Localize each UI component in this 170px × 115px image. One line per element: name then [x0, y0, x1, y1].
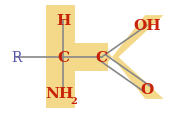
Text: C: C — [96, 51, 108, 64]
Text: R: R — [11, 51, 22, 64]
Text: OH: OH — [133, 19, 161, 33]
FancyBboxPatch shape — [46, 43, 108, 72]
Text: O: O — [140, 82, 154, 96]
Polygon shape — [101, 16, 164, 72]
Polygon shape — [101, 43, 164, 99]
Text: NH: NH — [45, 86, 73, 100]
Text: 2: 2 — [71, 96, 78, 105]
FancyBboxPatch shape — [46, 6, 75, 108]
Text: H: H — [56, 14, 70, 27]
Text: C: C — [57, 51, 69, 64]
